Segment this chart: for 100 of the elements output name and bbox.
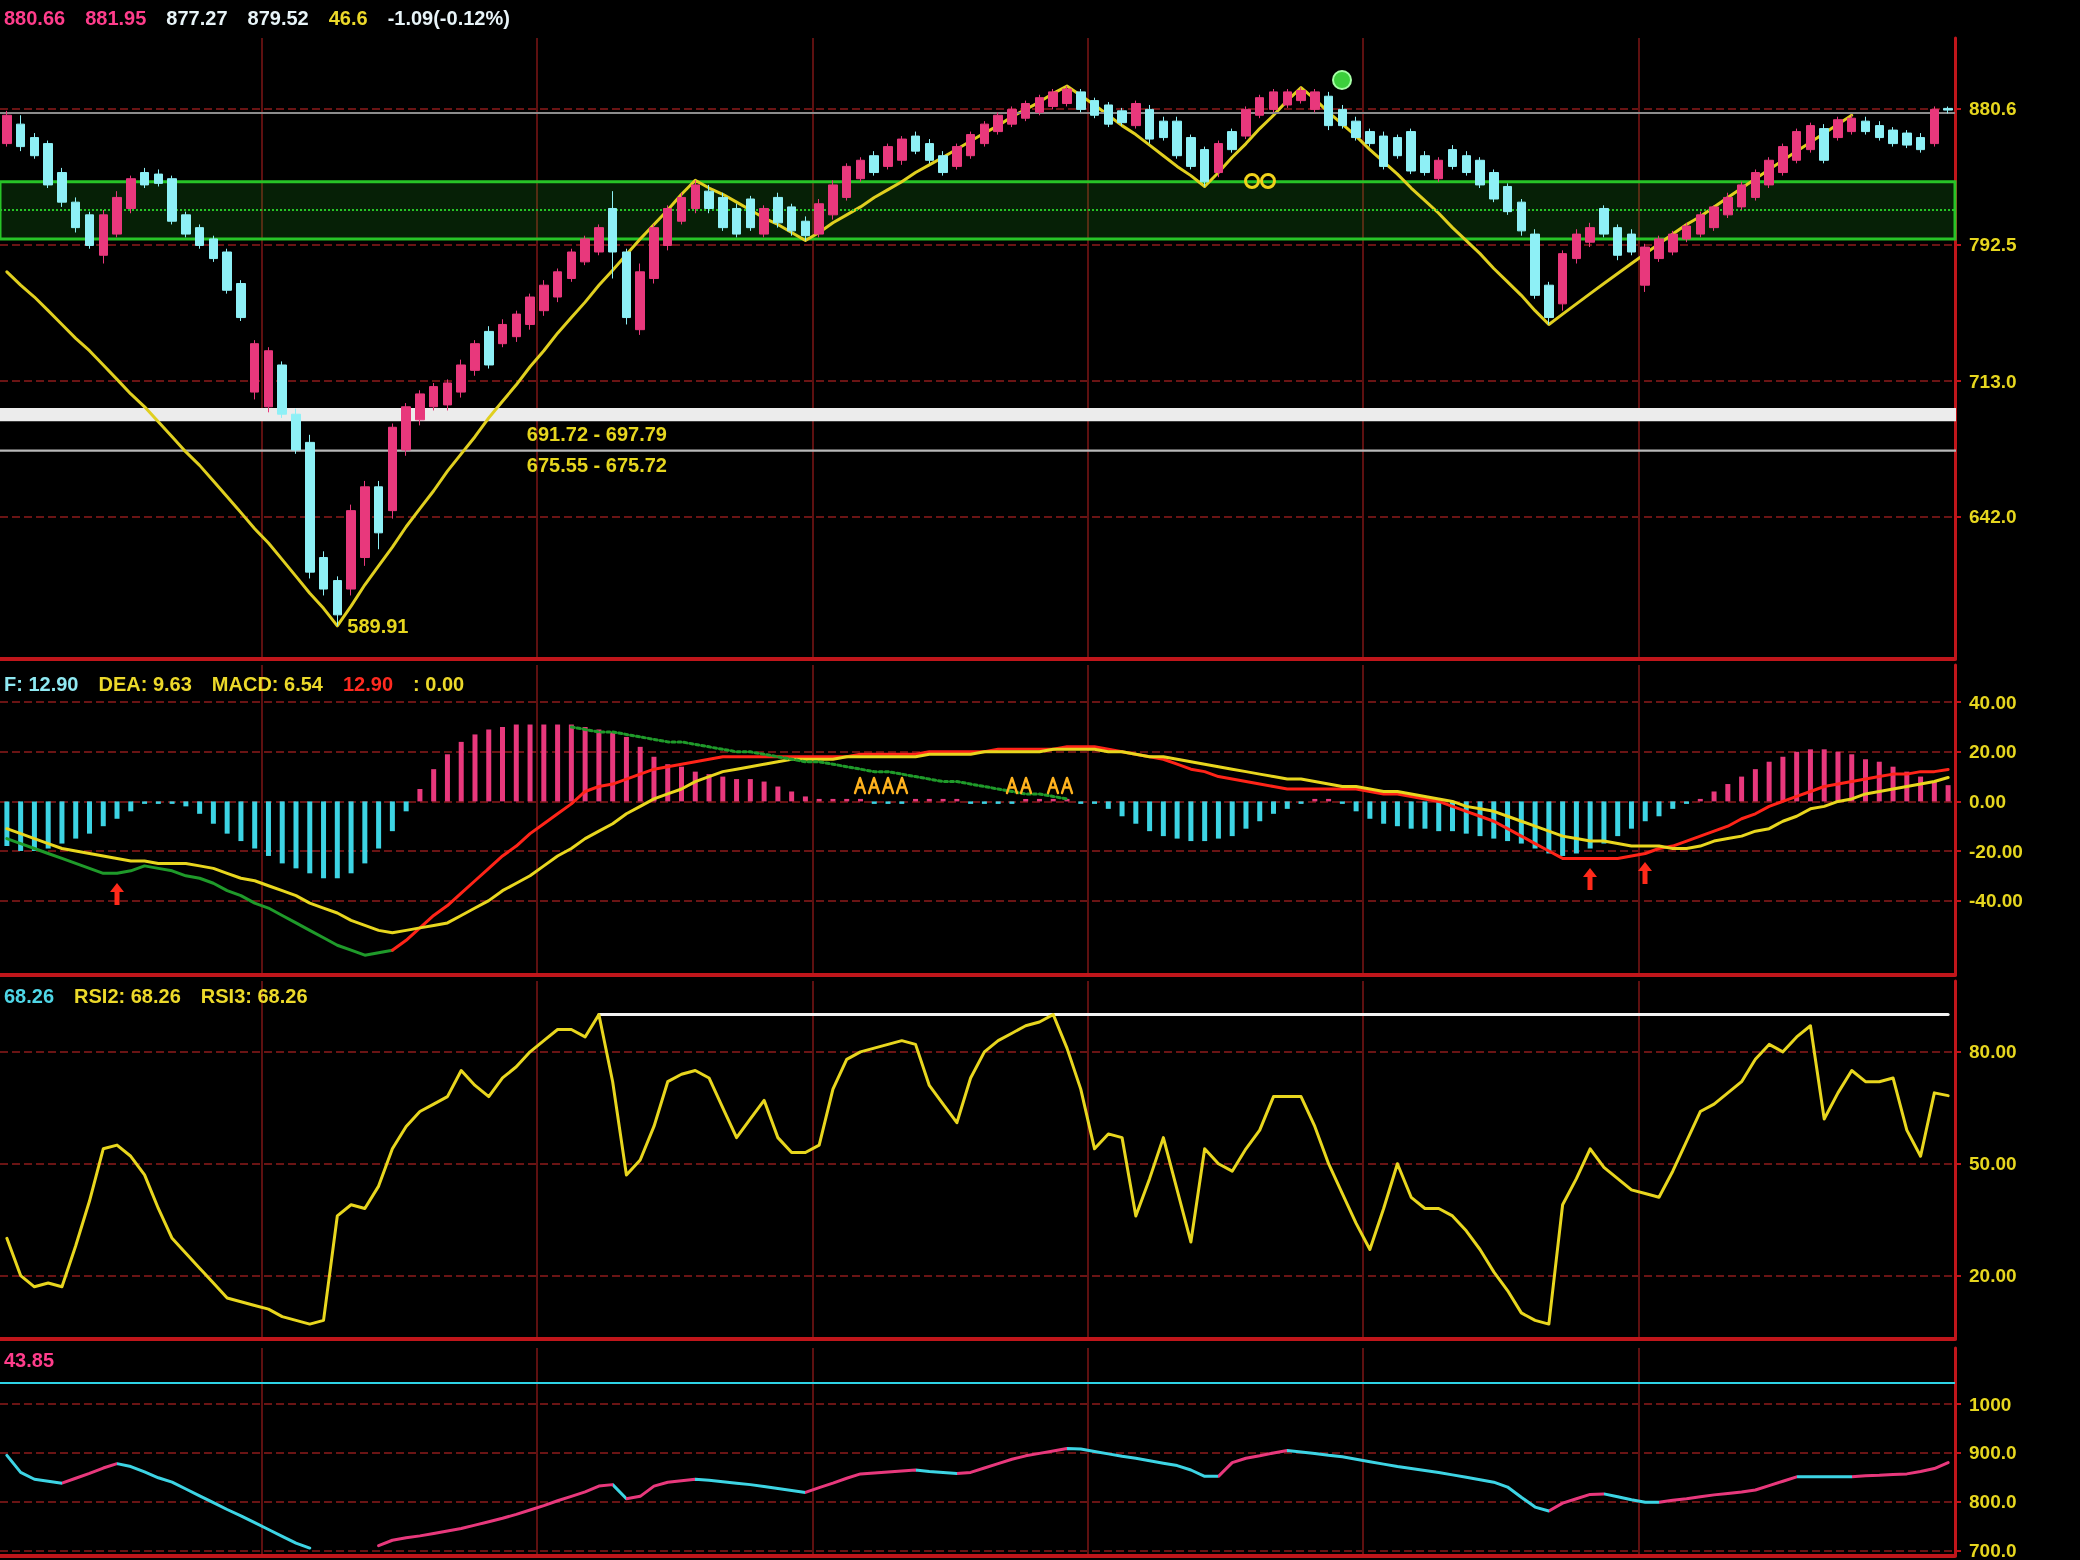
candlestick xyxy=(374,480,383,550)
candlestick xyxy=(1723,192,1733,219)
y-tick-label: 1000 xyxy=(1969,1393,2012,1415)
candlestick xyxy=(952,143,962,170)
bar xyxy=(513,724,519,802)
candlestick xyxy=(1875,120,1884,142)
candlestick xyxy=(814,198,824,238)
annotation: RSI2: 68.26 xyxy=(74,984,181,1008)
candlestick xyxy=(525,293,535,331)
candlestick xyxy=(498,318,507,348)
bar xyxy=(197,801,203,814)
candlestick xyxy=(57,167,67,208)
bar xyxy=(1794,751,1800,802)
bar xyxy=(73,801,79,839)
bar xyxy=(981,801,987,804)
text: 877.27 xyxy=(166,6,228,30)
candlestick xyxy=(635,263,645,336)
bar xyxy=(761,781,767,802)
bar xyxy=(1009,801,1015,804)
candlestick xyxy=(1420,150,1430,177)
bar xyxy=(1188,801,1194,842)
candlestick xyxy=(1613,223,1622,261)
bar xyxy=(1587,801,1593,849)
bar xyxy=(789,791,795,802)
candlestick xyxy=(346,504,356,596)
bar xyxy=(1560,801,1566,856)
bar xyxy=(1298,801,1304,804)
bar xyxy=(1573,801,1579,854)
band-label: 691.72 - 697.79 xyxy=(526,423,667,446)
bar xyxy=(885,801,891,804)
y-tick-label: 800.0 xyxy=(1969,1491,2017,1513)
candlestick xyxy=(1792,128,1801,164)
candlestick xyxy=(360,480,370,567)
bar xyxy=(1092,801,1098,804)
y-tick-label: 880.6 xyxy=(1969,97,2017,119)
candlestick xyxy=(1090,97,1099,119)
candlestick xyxy=(1902,129,1912,149)
candlestick xyxy=(1696,211,1705,238)
candlestick xyxy=(333,575,342,627)
candlestick xyxy=(801,215,810,242)
candlestick xyxy=(1737,181,1746,211)
candlestick xyxy=(1462,150,1471,177)
candlestick xyxy=(401,402,411,457)
candlestick xyxy=(649,223,659,285)
bar xyxy=(1807,749,1813,802)
candlestick xyxy=(1296,87,1306,105)
candlestick xyxy=(1338,104,1347,130)
candlestick xyxy=(691,179,700,214)
candlestick xyxy=(1200,146,1209,187)
candlestick xyxy=(1117,107,1127,127)
text: -1.09(-0.12%) xyxy=(387,6,510,30)
bar xyxy=(403,801,409,812)
y-tick-label: 900.0 xyxy=(1969,1442,2017,1464)
y-tick-label: 80.00 xyxy=(1969,1041,2017,1063)
bar xyxy=(1284,801,1290,809)
bar xyxy=(1670,801,1676,809)
candlestick xyxy=(16,114,25,152)
candlestick xyxy=(1530,228,1540,300)
candlestick xyxy=(1035,94,1044,116)
bar xyxy=(995,801,1001,804)
bar xyxy=(1931,781,1937,802)
y-tick-label: 50.00 xyxy=(1969,1153,2017,1175)
bar xyxy=(871,801,877,804)
candlestick xyxy=(567,248,576,283)
candlestick xyxy=(1489,168,1499,203)
bar xyxy=(1271,801,1276,814)
bar xyxy=(1780,756,1786,802)
candlestick xyxy=(140,167,149,189)
candlestick xyxy=(663,204,672,251)
y-tick-label: 700.0 xyxy=(1969,1540,2017,1560)
bar xyxy=(224,801,230,834)
bar xyxy=(45,801,51,849)
candlestick xyxy=(842,162,851,202)
candlestick xyxy=(167,175,177,225)
bar xyxy=(1243,801,1249,829)
bar xyxy=(1174,801,1180,839)
bar xyxy=(210,801,216,824)
candlestick xyxy=(195,223,204,250)
candlestick xyxy=(773,192,783,229)
candlestick xyxy=(1172,116,1182,160)
bar xyxy=(293,801,299,869)
bar xyxy=(321,801,327,879)
candlestick xyxy=(1214,140,1223,178)
candlestick xyxy=(236,279,246,322)
candlestick xyxy=(209,235,218,263)
y-tick-label: 0.00 xyxy=(1969,790,2006,812)
candlestick xyxy=(1351,116,1361,142)
candlestick xyxy=(1131,100,1141,130)
bar xyxy=(1339,801,1345,804)
line-series xyxy=(5,1013,1950,1326)
candlestick xyxy=(1159,116,1168,142)
y-tick-label: -40.00 xyxy=(1969,890,2023,912)
bar xyxy=(279,801,285,864)
candlestick xyxy=(264,346,273,413)
bar xyxy=(1229,801,1235,837)
candlestick xyxy=(718,192,728,232)
bar xyxy=(968,801,974,804)
annotation: DEA: 9.63 xyxy=(98,672,192,696)
candlestick xyxy=(1627,228,1636,256)
candlestick xyxy=(787,203,796,237)
